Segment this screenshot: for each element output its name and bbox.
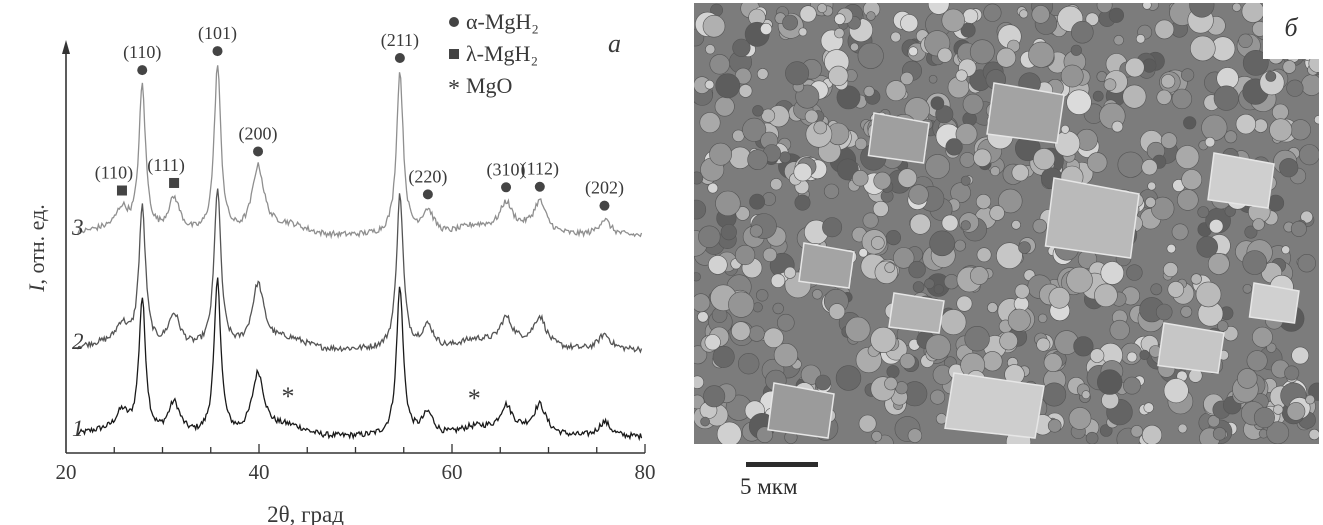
- curve-label-1: 1: [72, 416, 84, 441]
- legend-marker-square: [449, 49, 459, 59]
- hkl-label: (110): [123, 42, 161, 63]
- legend-marker-circle: [449, 17, 459, 27]
- x-tick-label: 80: [635, 460, 656, 484]
- hkl-label: (200): [239, 123, 278, 144]
- panel-letter-a: а: [608, 29, 621, 58]
- scale-bar-label: 5 мкм: [740, 474, 798, 499]
- hkl-label: (211): [381, 30, 419, 51]
- mgo-peak-marker: *: [468, 384, 481, 413]
- xrd-curve-1: [77, 277, 643, 442]
- curve-label-3: 3: [71, 215, 84, 240]
- alpha-peak-marker: [534, 181, 545, 192]
- panel-letter-b: б: [1263, 3, 1319, 59]
- y-axis-label-symbol: I: [24, 283, 49, 293]
- xrd-curve-3: [76, 65, 643, 240]
- legend-marker-asterisk: *: [448, 76, 460, 102]
- legend-label: λ-MgH₂: [466, 41, 538, 66]
- scale-bar-line: [746, 462, 818, 467]
- legend-label: α-MgH₂: [466, 9, 539, 34]
- hkl-label: (112): [521, 159, 559, 180]
- hkl-label: (202): [585, 178, 624, 199]
- chart-axes: [62, 40, 646, 454]
- curve-label-2: 2: [72, 329, 84, 354]
- sem-micrograph: б: [694, 3, 1319, 444]
- alpha-peak-marker: [212, 46, 223, 57]
- mgo-peak-marker: *: [281, 382, 294, 411]
- hkl-label: (101): [198, 23, 237, 44]
- alpha-peak-marker: [253, 146, 264, 157]
- x-tick-label: 20: [56, 460, 77, 484]
- alpha-peak-marker: [501, 182, 512, 193]
- x-tick-label: 40: [249, 460, 270, 484]
- hkl-label: (220): [408, 166, 447, 187]
- peak-markers: [116, 17, 610, 211]
- hkl-label: (111): [147, 155, 185, 176]
- chart-curves: [76, 65, 643, 442]
- hkl-label: (310): [487, 159, 526, 180]
- sem-micrograph-image: [694, 3, 1319, 444]
- xrd-curve-2: [77, 188, 643, 354]
- lambda-peak-marker: [169, 177, 180, 188]
- lambda-peak-marker: [116, 185, 127, 196]
- alpha-peak-marker: [137, 65, 148, 76]
- y-axis-label-unit: , отн. ед.: [24, 204, 49, 284]
- x-tick-label: 60: [442, 460, 463, 484]
- x-axis-label: 2θ, град: [267, 502, 344, 525]
- xrd-chart: 20 40 60 80 2θ, град I, отн. ед. а 1 2 3 (110) (110…: [24, 9, 656, 525]
- y-axis-label: I, отн. ед.: [24, 204, 49, 293]
- scale-bar: 5 мкм: [694, 444, 872, 525]
- legend-label: MgO: [466, 73, 512, 98]
- y-axis-arrow: [62, 40, 70, 54]
- alpha-peak-marker: [394, 53, 405, 64]
- chart-texts: 20 40 60 80 2θ, град I, отн. ед. а 1 2 3 (110) (110…: [24, 9, 656, 525]
- alpha-peak-marker: [422, 189, 433, 200]
- alpha-peak-marker: [599, 200, 610, 211]
- hkl-label: (110): [95, 163, 133, 184]
